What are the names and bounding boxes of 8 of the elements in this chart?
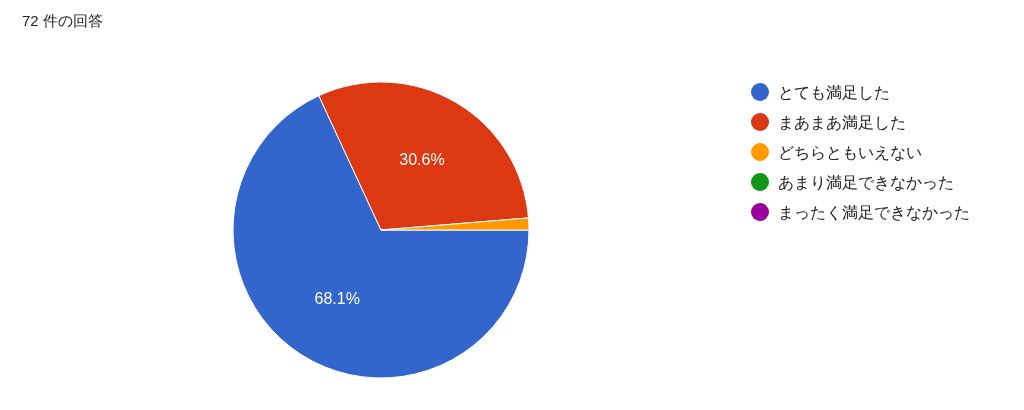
legend-label: あまり満足できなかった [778,173,954,191]
text: 72 件の回答 [22,12,103,29]
data-label: 30.6% [399,151,445,169]
legend-label: まったく満足できなかった [778,203,970,221]
legend-label: まあまあ満足した [778,113,906,131]
legend-label: とても満足した [778,83,890,101]
data-label: 68.1% [314,290,360,308]
legend-label: どちらともいえない [778,143,922,161]
